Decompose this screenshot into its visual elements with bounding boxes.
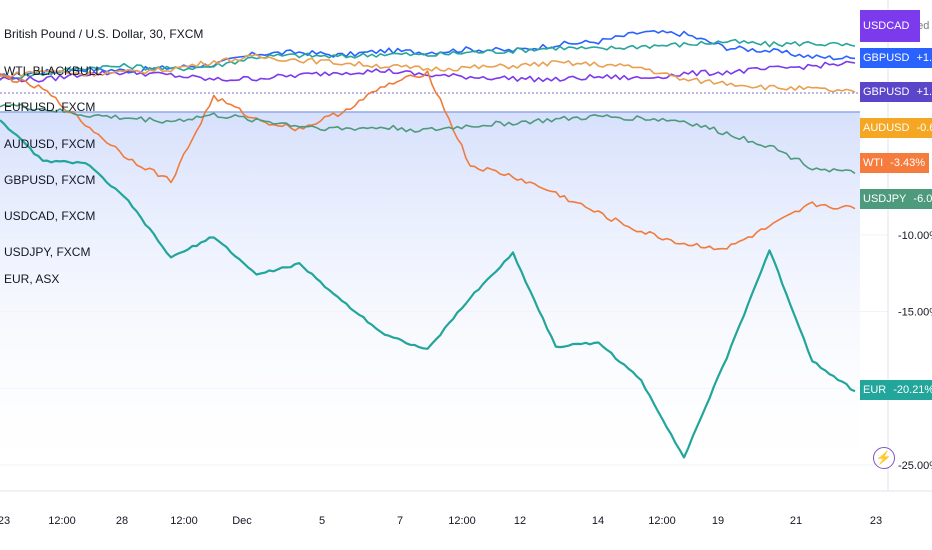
chart-title[interactable]: British Pound / U.S. Dollar, 30, FXCM <box>4 27 204 41</box>
x-tick-label: Dec <box>232 515 252 527</box>
price-label-value: -0.68% <box>912 118 932 138</box>
price-label-symbol: USDJPY <box>860 189 910 209</box>
legend-item[interactable]: USDJPY, FXCM <box>4 245 91 259</box>
x-tick-label: 12:00 <box>448 515 476 527</box>
legend-item[interactable]: EURUSD, FXCM <box>4 100 96 114</box>
y-tick-label: -25.00% <box>898 460 932 472</box>
price-label-value <box>912 10 921 42</box>
x-axis-ticks: 23 12:00 28 12:00 Dec 5 7 12:00 12 14 12:00 19 21 23 <box>0 515 882 527</box>
x-tick-label: 12:00 <box>170 515 198 527</box>
price-label-value: -20.21% <box>889 380 932 400</box>
series-line-usdjpy[interactable] <box>0 103 856 175</box>
price-label-eur: EUR -20.21% <box>860 380 932 400</box>
x-tick-label: 23 <box>870 515 882 527</box>
legend-item[interactable]: GBPUSD, FXCM <box>4 173 96 187</box>
legend-item[interactable]: EUR, ASX <box>4 272 60 286</box>
series-line-wti[interactable] <box>0 70 856 251</box>
price-label-value: +1.35% <box>912 82 932 102</box>
price-label-symbol: GBPUSD <box>860 48 913 68</box>
area-fill <box>0 112 860 492</box>
price-label-usdcad: USDCAD <box>860 10 921 42</box>
series-line-eurusd[interactable] <box>0 38 856 81</box>
legend-item[interactable]: USDCAD, FXCM <box>4 209 96 223</box>
price-label-gbpusd-2: GBPUSD +1.35% <box>860 82 932 102</box>
x-tick-label: 21 <box>790 515 802 527</box>
x-tick-label: 23 <box>0 515 10 527</box>
x-tick-label: 12 <box>514 515 526 527</box>
price-label-symbol: AUDUSD <box>860 118 913 138</box>
series-line-usdcad[interactable] <box>0 60 856 83</box>
x-tick-label: 14 <box>592 515 604 527</box>
price-label-gbpusd: GBPUSD +1.56% <box>860 48 932 68</box>
legend-item[interactable]: WTI, BLACKBULL <box>4 64 103 78</box>
lightning-icon[interactable]: ⚡ <box>873 447 895 469</box>
price-label-symbol: EUR <box>860 380 890 400</box>
price-label-wti: WTI -3.43% <box>860 153 930 173</box>
price-label-symbol: GBPUSD <box>860 82 913 102</box>
x-tick-label: 12:00 <box>648 515 676 527</box>
price-label-usdjpy: USDJPY -6.04% <box>860 189 932 209</box>
x-tick-label: 7 <box>397 515 403 527</box>
x-tick-label: 12:00 <box>48 515 76 527</box>
price-label-value: -6.04% <box>909 189 932 209</box>
series-line-audusd[interactable] <box>0 53 856 93</box>
price-label-value: +1.56% <box>912 48 932 68</box>
series-line-eur[interactable] <box>0 119 856 459</box>
price-label-audusd: AUDUSD -0.68% <box>860 118 932 138</box>
price-label-value: -3.43% <box>886 153 930 173</box>
series-layer <box>0 29 856 459</box>
x-tick-label: 5 <box>319 515 325 527</box>
y-tick-label: -15.00% <box>898 307 932 319</box>
grid <box>0 234 888 466</box>
y-axis-ticks: -10.00%-15.00%-20.00%-25.00% <box>898 230 932 472</box>
x-tick-label: 19 <box>712 515 724 527</box>
legend-item[interactable]: AUDUSD, FXCM <box>4 137 96 151</box>
x-tick-label: 28 <box>116 515 128 527</box>
price-label-symbol: WTI <box>860 153 887 173</box>
y-tick-label: -10.00% <box>898 230 932 242</box>
price-label-symbol: USDCAD <box>860 10 913 42</box>
